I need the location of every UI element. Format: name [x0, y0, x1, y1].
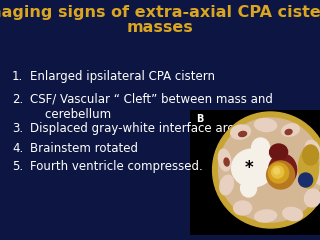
Ellipse shape: [311, 148, 316, 156]
Ellipse shape: [282, 124, 300, 136]
Ellipse shape: [299, 148, 319, 188]
Ellipse shape: [311, 165, 320, 185]
Ellipse shape: [255, 210, 276, 222]
Ellipse shape: [241, 179, 257, 197]
Ellipse shape: [270, 144, 288, 160]
Text: 2.: 2.: [12, 93, 23, 106]
Ellipse shape: [234, 201, 252, 215]
Text: CSF/ Vascular “ Cleft” between mass and
    cerebellum: CSF/ Vascular “ Cleft” between mass and …: [30, 93, 273, 121]
Text: Enlarged ipsilateral CPA cistern: Enlarged ipsilateral CPA cistern: [30, 70, 215, 83]
Bar: [190, 110, 320, 235]
Text: 4.: 4.: [12, 142, 23, 155]
Text: 5.: 5.: [12, 160, 23, 173]
Circle shape: [212, 112, 320, 228]
Ellipse shape: [252, 138, 270, 158]
Ellipse shape: [255, 119, 276, 132]
Ellipse shape: [232, 149, 274, 187]
Ellipse shape: [231, 125, 251, 139]
Ellipse shape: [285, 129, 292, 135]
Ellipse shape: [304, 189, 320, 207]
Text: B: B: [196, 114, 204, 124]
Ellipse shape: [283, 207, 302, 221]
Text: 1.: 1.: [12, 70, 23, 83]
Circle shape: [274, 168, 280, 174]
Text: 3.: 3.: [12, 122, 23, 135]
Circle shape: [268, 163, 289, 183]
Ellipse shape: [220, 175, 233, 195]
Ellipse shape: [303, 145, 319, 165]
Circle shape: [267, 161, 295, 189]
Ellipse shape: [305, 140, 320, 160]
Ellipse shape: [218, 149, 231, 171]
Text: Imaging signs of extra-axial CPA cistern: Imaging signs of extra-axial CPA cistern: [0, 5, 320, 19]
Text: Fourth ventricle compressed.: Fourth ventricle compressed.: [30, 160, 203, 173]
Text: masses: masses: [127, 19, 193, 35]
Circle shape: [299, 173, 313, 187]
Ellipse shape: [239, 132, 247, 137]
Ellipse shape: [268, 154, 297, 186]
Ellipse shape: [224, 158, 229, 166]
Text: Brainstem rotated: Brainstem rotated: [30, 142, 138, 155]
Text: Displaced gray-white interface around mass: Displaced gray-white interface around ma…: [30, 122, 292, 135]
Circle shape: [219, 118, 320, 222]
Circle shape: [272, 166, 284, 178]
Text: *: *: [244, 159, 253, 177]
